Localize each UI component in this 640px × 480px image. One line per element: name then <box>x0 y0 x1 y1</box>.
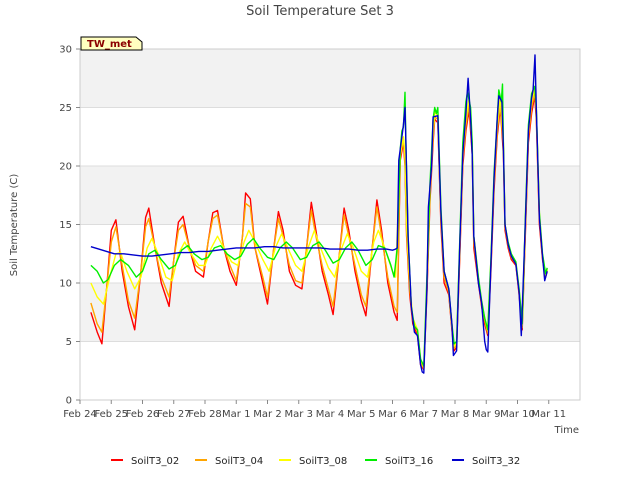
x-tick-label: Mar 3 <box>285 409 313 420</box>
legend-item: SoilT3_08 <box>279 456 347 467</box>
legend-label: SoilT3_04 <box>215 456 263 467</box>
y-tick-label: 15 <box>59 220 72 231</box>
x-tick-label: Feb 27 <box>157 409 191 420</box>
x-tick-label: Mar 2 <box>253 409 281 420</box>
x-tick-label: Feb 26 <box>126 409 160 420</box>
legend-item: SoilT3_04 <box>195 456 263 467</box>
y-tick-label: 5 <box>66 337 72 348</box>
x-tick-label: Mar 5 <box>347 409 375 420</box>
y-tick-label: 0 <box>66 396 72 407</box>
series-line-soilt3-32 <box>90 54 548 374</box>
x-tick-label: Feb 28 <box>188 409 222 420</box>
y-tick-label: 25 <box>59 103 72 114</box>
plot-band <box>80 49 580 108</box>
x-tick-label: Mar 7 <box>410 409 438 420</box>
plot-band <box>80 166 580 225</box>
legend: SoilT3_02 SoilT3_04 SoilT3_08 SoilT3_16 Soil… <box>111 456 520 467</box>
legend-item: SoilT3_32 <box>452 456 520 467</box>
legend-label: SoilT3_32 <box>472 456 520 467</box>
x-tick-label: Mar 8 <box>441 409 469 420</box>
chart-title: Soil Temperature Set 3 <box>246 4 394 19</box>
x-tick-label: Mar 10 <box>500 409 535 420</box>
y-tick-label: 20 <box>59 162 72 173</box>
x-tick-label: Mar 9 <box>472 409 500 420</box>
x-tick-label: Mar 1 <box>222 409 250 420</box>
legend-label: SoilT3_02 <box>131 456 179 467</box>
plot-band <box>80 283 580 342</box>
site-label-background <box>80 36 143 51</box>
legend-item: SoilT3_16 <box>365 456 433 467</box>
y-tick-label: 10 <box>59 279 72 290</box>
x-tick-label: Feb 25 <box>94 409 128 420</box>
x-tick-label: Mar 4 <box>316 409 344 420</box>
site-label: TW_met <box>87 39 132 50</box>
y-axis-ticks: 0 5 10 15 20 25 30 <box>59 45 80 407</box>
legend-label: SoilT3_08 <box>299 456 347 467</box>
site-label-box: TW_met <box>80 36 143 51</box>
legend-item: SoilT3_02 <box>111 456 179 467</box>
y-tick-label: 30 <box>59 45 72 56</box>
x-tick-label: Mar 6 <box>378 409 406 420</box>
x-axis-label: Time <box>554 425 579 436</box>
series-layer <box>90 54 548 374</box>
y-axis-label: Soil Temperature (C) <box>9 174 20 277</box>
x-tick-label: Feb 24 <box>63 409 97 420</box>
x-tick-label: Mar 11 <box>531 409 566 420</box>
legend-label: SoilT3_16 <box>385 456 433 467</box>
